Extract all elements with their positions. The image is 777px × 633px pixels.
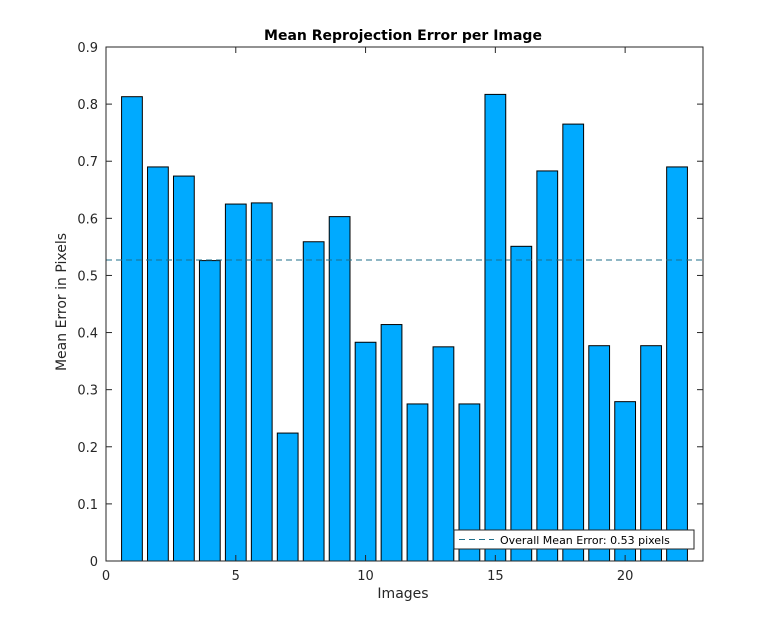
y-tick-label: 0 <box>90 555 98 570</box>
y-tick-label: 0.2 <box>77 441 98 456</box>
bar-image-17 <box>536 170 559 562</box>
x-tick-label: 10 <box>357 569 374 584</box>
bar-image-6 <box>250 202 273 562</box>
ticks-layer: 0 5 10 15 20 0 0.1 0.2 0.3 0.4 0.5 0.6 0.7 0.8 0.9 <box>77 41 703 584</box>
y-tick-label: 0.6 <box>77 212 98 227</box>
bar-image-18 <box>562 123 585 562</box>
bar-image-8 <box>302 241 325 562</box>
bar-image-16 <box>510 245 533 562</box>
x-tick-label: 5 <box>232 569 240 584</box>
legend: Overall Mean Error: 0.53 pixels <box>453 529 695 550</box>
bar-image-1 <box>121 96 143 562</box>
bar-image-22 <box>666 166 688 562</box>
axes-layer <box>105 46 704 562</box>
bars-layer <box>121 93 688 562</box>
bar-image-5 <box>224 203 247 562</box>
x-axis-label: Images <box>377 586 428 602</box>
bar-image-21 <box>640 345 662 562</box>
y-tick-label: 0.8 <box>77 98 98 113</box>
bar-image-12 <box>406 403 429 562</box>
y-tick-label: 0.4 <box>77 327 98 342</box>
bar-image-19 <box>588 345 611 562</box>
bar-image-9 <box>328 216 351 562</box>
y-axis-label: Mean Error in Pixels <box>54 233 70 371</box>
y-tick-label: 0.7 <box>77 155 98 170</box>
bar-image-7 <box>276 432 299 562</box>
y-tick-label: 0.3 <box>77 384 98 399</box>
y-tick-label: 0.5 <box>77 269 98 284</box>
bar-image-11 <box>380 324 403 562</box>
bar-image-13 <box>432 346 455 562</box>
bar-image-10 <box>354 341 377 562</box>
x-tick-label: 15 <box>487 569 504 584</box>
x-tick-label: 0 <box>102 569 110 584</box>
legend-box <box>453 529 695 550</box>
y-tick-label: 0.9 <box>77 41 98 56</box>
bar-image-4 <box>198 260 221 562</box>
y-tick-label: 0.1 <box>77 498 98 513</box>
bar-image-3 <box>172 175 195 562</box>
bar-image-15 <box>484 93 507 562</box>
chart-title: Mean Reprojection Error per Image <box>264 28 542 44</box>
bar-image-2 <box>147 166 169 562</box>
axes-box <box>105 46 704 562</box>
x-tick-label: 20 <box>617 569 634 584</box>
legend-label: Overall Mean Error: 0.53 pixels <box>500 534 670 547</box>
